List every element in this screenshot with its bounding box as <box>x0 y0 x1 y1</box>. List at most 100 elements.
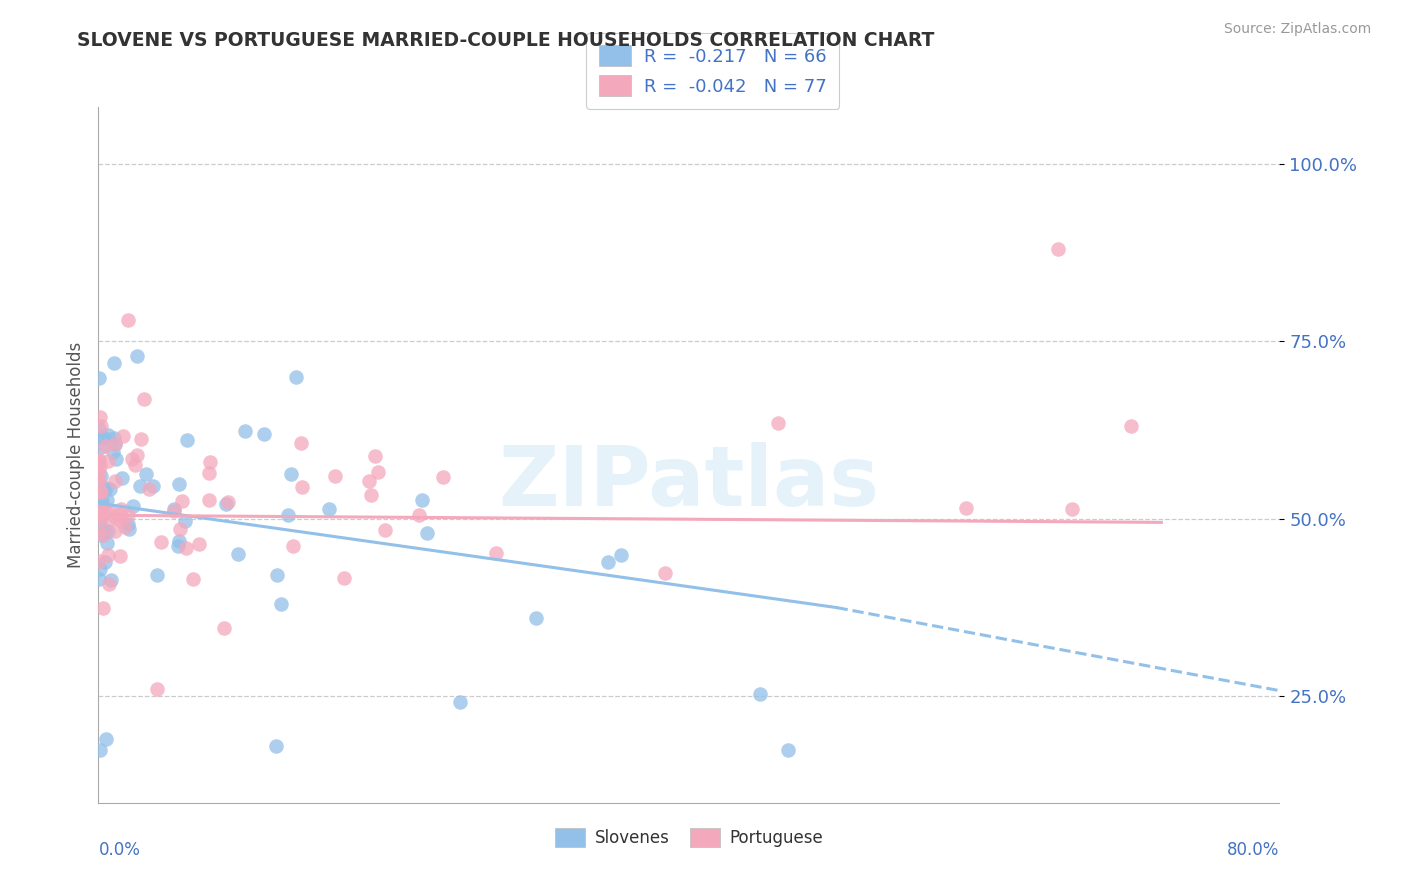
Point <box>87 502 110 516</box>
Point <box>125 448 148 462</box>
Point <box>87 456 110 470</box>
Point <box>166 539 188 553</box>
Point <box>94 439 117 453</box>
Point <box>150 535 173 549</box>
Point <box>94 555 117 569</box>
Point <box>318 501 340 516</box>
Point <box>129 432 152 446</box>
Point <box>94 504 117 518</box>
Point <box>97 428 120 442</box>
Point <box>360 487 382 501</box>
Point <box>87 474 110 488</box>
Point <box>253 426 276 441</box>
Text: 0.0%: 0.0% <box>98 841 141 859</box>
Point <box>524 610 547 624</box>
Point <box>291 480 314 494</box>
Point <box>198 455 221 469</box>
Point <box>198 466 221 480</box>
Point <box>167 477 190 491</box>
Point <box>96 548 118 562</box>
Point <box>432 470 454 484</box>
Point <box>90 528 112 542</box>
Point <box>104 437 127 451</box>
Point <box>98 482 121 496</box>
Point <box>135 467 157 482</box>
Point <box>283 539 305 553</box>
Point <box>89 562 111 576</box>
Point <box>167 534 190 549</box>
Point <box>89 742 111 756</box>
Point <box>93 482 115 496</box>
Point <box>277 508 299 522</box>
Point <box>90 499 112 513</box>
Point <box>129 479 152 493</box>
Text: SLOVENE VS PORTUGUESE MARRIED-COUPLE HOUSEHOLDS CORRELATION CHART: SLOVENE VS PORTUGUESE MARRIED-COUPLE HOU… <box>77 31 935 50</box>
Point <box>176 433 198 447</box>
Point <box>217 495 239 509</box>
Point <box>96 492 118 507</box>
Point <box>138 482 160 496</box>
Point <box>290 435 312 450</box>
Point <box>363 450 385 464</box>
Point <box>1060 502 1083 516</box>
Point <box>89 524 111 539</box>
Point <box>89 525 111 540</box>
Point <box>91 601 114 615</box>
Point <box>121 499 143 513</box>
Point <box>411 493 433 508</box>
Text: Source: ZipAtlas.com: Source: ZipAtlas.com <box>1223 22 1371 37</box>
Point <box>87 508 110 522</box>
Text: ZIPatlas: ZIPatlas <box>499 442 879 524</box>
Point <box>87 502 110 516</box>
Point <box>87 422 110 436</box>
Point <box>96 514 118 528</box>
Point <box>89 409 111 424</box>
Legend: Slovenes, Portuguese: Slovenes, Portuguese <box>548 821 830 854</box>
Point <box>90 419 112 434</box>
Point <box>118 522 141 536</box>
Point <box>408 508 430 523</box>
Point <box>90 493 112 508</box>
Point <box>117 508 139 523</box>
Point <box>111 428 134 442</box>
Point <box>610 548 633 562</box>
Point <box>654 566 676 581</box>
Point <box>266 567 288 582</box>
Point <box>270 597 292 611</box>
Point <box>485 546 508 560</box>
Point <box>87 453 110 467</box>
Point <box>124 458 146 473</box>
Point <box>280 467 302 482</box>
Point <box>104 474 127 488</box>
Point <box>955 501 977 516</box>
Point <box>89 505 111 519</box>
Point <box>117 313 139 327</box>
Point <box>172 494 194 508</box>
Point <box>94 731 117 746</box>
Point <box>285 370 308 384</box>
Point <box>198 492 221 507</box>
Point <box>181 572 204 586</box>
Point <box>101 444 124 458</box>
Point <box>215 497 238 511</box>
Point <box>90 440 112 454</box>
Point <box>90 430 112 444</box>
Point <box>89 511 111 525</box>
Point <box>103 430 125 444</box>
Point <box>87 371 110 385</box>
Point <box>104 510 127 524</box>
Point <box>110 513 132 527</box>
Point <box>93 431 115 445</box>
Point <box>90 468 112 483</box>
Point <box>89 484 111 499</box>
Point <box>174 541 197 555</box>
Point <box>1119 418 1142 433</box>
Point <box>174 514 197 528</box>
Point <box>598 555 620 569</box>
Point <box>146 567 169 582</box>
Point <box>212 621 235 635</box>
Point <box>110 502 132 516</box>
Point <box>100 573 122 587</box>
Point <box>105 451 128 466</box>
Point <box>162 502 184 516</box>
